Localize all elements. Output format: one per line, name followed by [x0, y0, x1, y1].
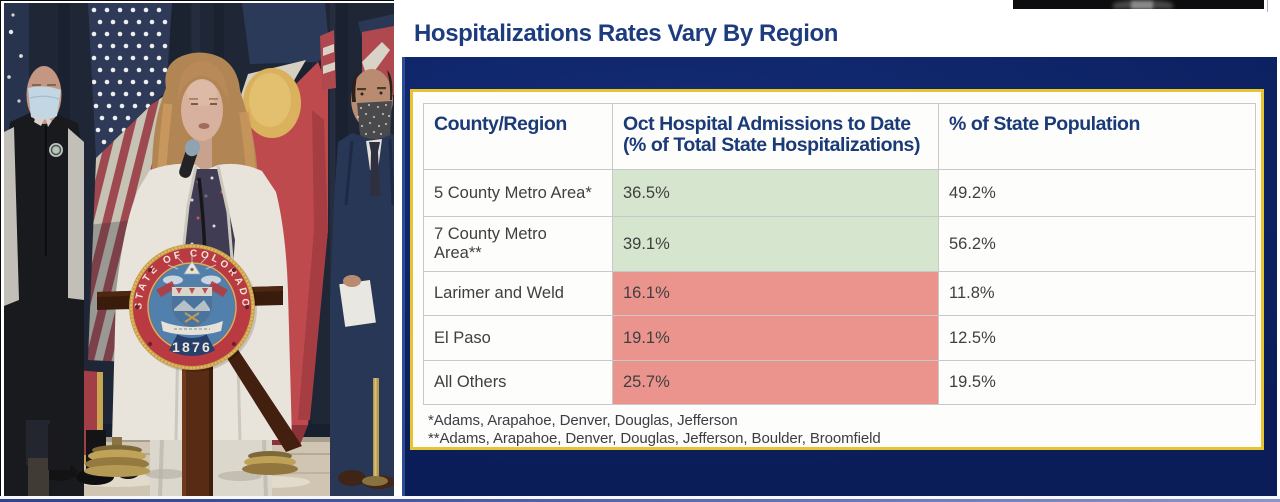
svg-text:1876: 1876	[172, 339, 212, 355]
